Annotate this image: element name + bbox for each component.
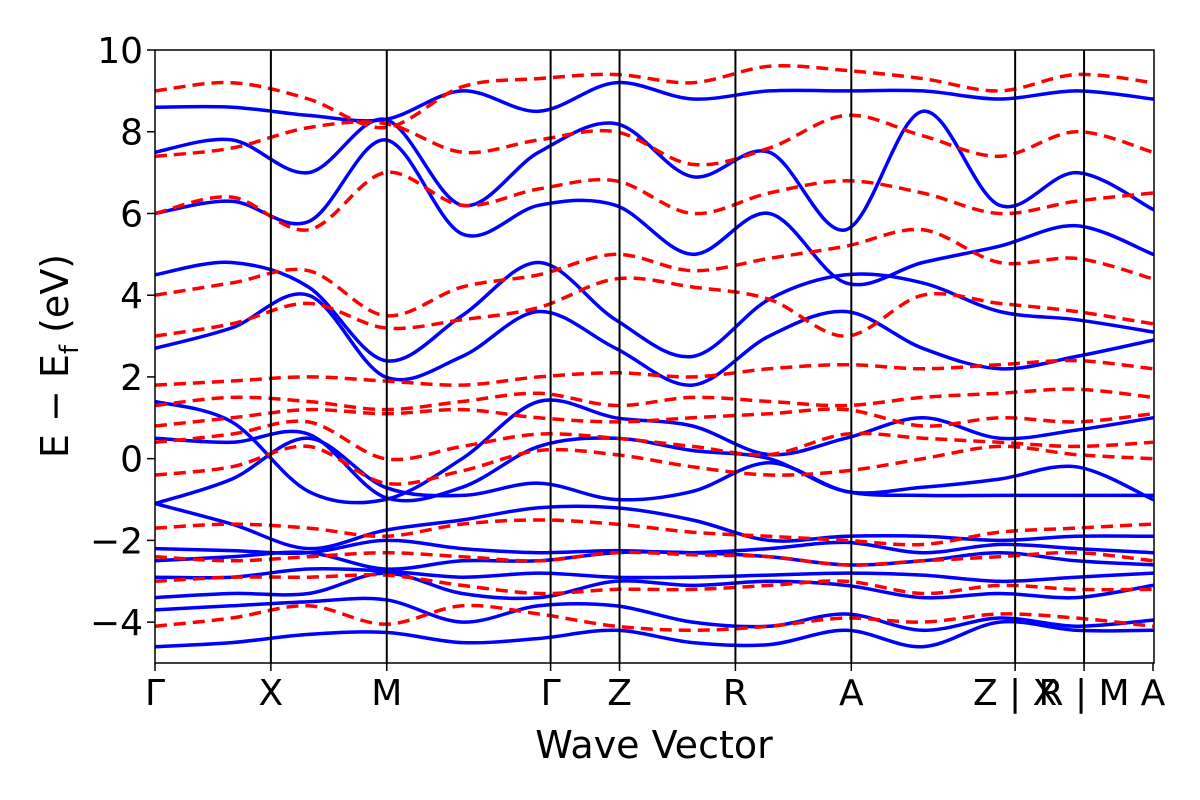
spin-down-band-11 [155,170,1154,232]
x-tick-label-5: R [723,673,748,714]
x-tick-label-3: Γ [541,673,561,714]
spin-up-band-2 [155,571,1154,601]
spin-down-band-7 [155,387,1154,412]
spin-up-band-7 [155,436,1154,506]
spin-down-band-1 [155,573,1154,596]
y-tick-label-4: 4 [120,276,143,317]
spin-up-band-6 [155,501,1154,551]
spin-up-band-12 [155,138,1154,287]
y-tick-label-3: 2 [120,358,143,399]
spin-down-band-8 [155,358,1154,387]
y-tick-label-1: −2 [90,521,143,562]
spin-down-band-6 [155,407,1154,428]
high-symmetry-lines [269,50,1086,663]
y-tick-label-5: 6 [120,194,143,235]
y-axis-title: E − Ef (eV) [33,254,85,458]
y-axis-ticks: −4 −2 0 2 4 6 8 10 [90,31,155,644]
spin-up-band-1 [155,596,1154,633]
spin-down-band-13 [155,64,1154,130]
spin-down-band-4 [155,444,1154,486]
spin-up-band-0 [155,619,1154,649]
spin-up-band-11 [155,260,1154,363]
y-tick-label-0: −4 [90,603,143,644]
y-tick-label-6: 8 [120,113,143,154]
y-tick-label-2: 0 [120,440,143,481]
spin-down-band-0 [155,603,1154,633]
x-tick-label-2: M [371,673,402,714]
y-axis-title-subscript: f [55,344,85,354]
x-axis-title: Wave Vector [535,723,773,767]
x-tick-label-4: Z [607,673,632,714]
x-tick-label-6: A [839,673,864,714]
spin-down-band-9 [155,276,1154,338]
x-tick-label-1: X [259,673,284,714]
spin-up-band-9 [155,398,1154,505]
y-axis-title-unit: (eV) [33,254,77,345]
x-tick-label-7: Z | X [973,673,1057,714]
spin-down-band-10 [155,227,1154,318]
spin-down-band-3 [155,518,1154,547]
spin-down-band-12 [155,113,1154,167]
spin-up-band-3 [155,566,1154,584]
spin-up-band-14 [155,80,1154,123]
x-tick-label-0: Γ [145,673,165,714]
spin-down-band-2 [155,550,1154,567]
y-tick-label-7: 10 [97,31,143,72]
x-tick-label-8: R | M [1039,673,1130,714]
bands-layer [155,64,1154,649]
x-tick-label-9: A [1141,673,1166,714]
y-axis-title-main: E − E [33,354,77,458]
spin-up-band-13 [155,109,1154,232]
x-axis-ticks: Γ X M Γ Z R A Z | XR | M A [145,663,1166,714]
plot-frame [154,49,1155,664]
